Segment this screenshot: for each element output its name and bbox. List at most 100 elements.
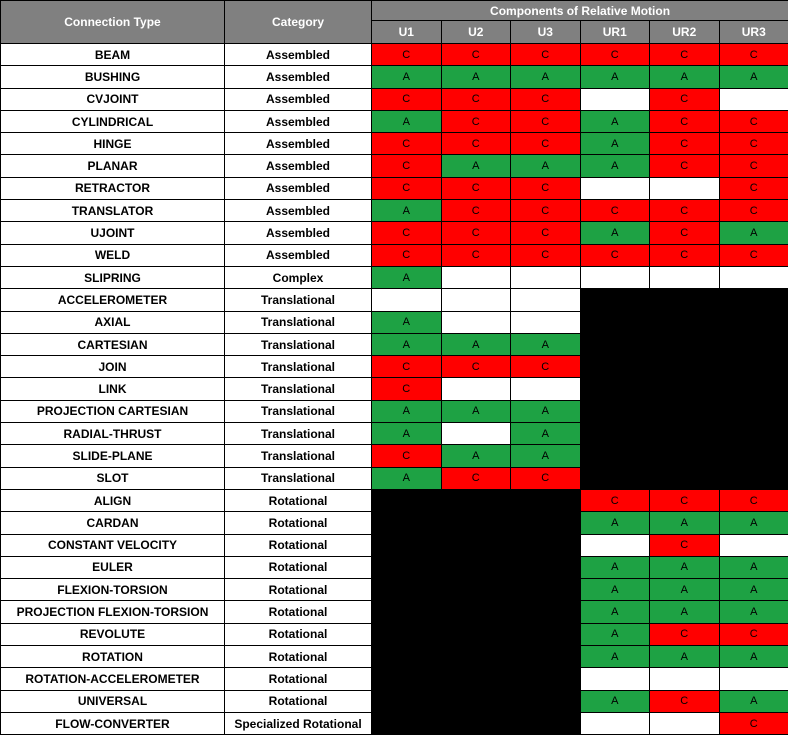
motion-not-applicable-cell xyxy=(371,622,442,647)
category-cell: Rotational xyxy=(224,555,372,580)
motion-constrained-cell: C xyxy=(649,132,720,156)
motion-allowed-cell: A xyxy=(649,578,720,602)
motion-not-applicable-cell xyxy=(718,466,788,490)
category-cell: Rotational xyxy=(224,511,372,535)
motion-allowed-cell: A xyxy=(579,600,650,624)
motion-blank-cell xyxy=(718,667,788,691)
motion-allowed-cell: A xyxy=(718,65,788,89)
connection-type-cell: UJOINT xyxy=(0,221,225,245)
table-row: CVJOINT Assembled C C C C xyxy=(0,87,788,111)
connection-type-cell: TRANSLATOR xyxy=(0,199,225,223)
motion-not-applicable-cell xyxy=(510,689,581,713)
motion-allowed-cell: A xyxy=(371,199,442,223)
category-cell: Assembled xyxy=(224,176,372,201)
motion-allowed-cell: A xyxy=(510,154,581,178)
motion-not-applicable-cell xyxy=(649,355,720,379)
motion-constrained-cell: C xyxy=(440,42,511,67)
motion-constrained-cell: C xyxy=(649,243,720,267)
motion-blank-cell xyxy=(510,288,581,312)
motion-not-applicable-cell xyxy=(510,645,581,669)
table-row: UJOINT Assembled C C C A C A xyxy=(0,221,788,245)
category-cell: Translational xyxy=(224,422,372,446)
motion-blank-cell xyxy=(649,711,720,736)
table-row: LINK Translational C xyxy=(0,377,788,401)
motion-constrained-cell: C xyxy=(649,622,720,647)
connection-type-cell: WELD xyxy=(0,243,225,267)
table-row: SLIDE-PLANE Translational C A A xyxy=(0,444,788,468)
motion-not-applicable-cell xyxy=(371,667,442,691)
motion-blank-cell xyxy=(649,667,720,691)
motion-constrained-cell: C xyxy=(440,176,511,201)
motion-header-u3: U3 xyxy=(510,20,581,44)
motion-not-applicable-cell xyxy=(718,377,788,401)
table-row: ALIGN Rotational C C C xyxy=(0,488,788,513)
connection-type-cell: ACCELEROMETER xyxy=(0,288,225,312)
motion-blank-cell xyxy=(371,288,442,312)
motion-constrained-cell: C xyxy=(440,199,511,223)
motion-allowed-cell: A xyxy=(510,422,581,446)
motion-blank-cell xyxy=(718,533,788,557)
motion-blank-cell xyxy=(579,265,650,290)
motion-constrained-cell: C xyxy=(440,87,511,111)
motion-constrained-cell: C xyxy=(718,711,788,736)
connection-type-header: Connection Type xyxy=(0,0,225,44)
motion-constrained-cell: C xyxy=(371,355,442,379)
motion-not-applicable-cell xyxy=(579,377,650,401)
category-cell: Translational xyxy=(224,355,372,379)
motion-not-applicable-cell xyxy=(579,332,650,357)
motion-constrained-cell: C xyxy=(440,243,511,267)
table-row: EULER Rotational A A A xyxy=(0,555,788,580)
motion-blank-cell xyxy=(649,265,720,290)
motion-not-applicable-cell xyxy=(440,533,511,557)
motion-not-applicable-cell xyxy=(579,444,650,468)
motion-blank-cell xyxy=(440,288,511,312)
motion-allowed-cell: A xyxy=(440,444,511,468)
category-cell: Assembled xyxy=(224,109,372,134)
motion-not-applicable-cell xyxy=(371,511,442,535)
motion-constrained-cell: C xyxy=(718,199,788,223)
category-cell: Rotational xyxy=(224,600,372,624)
motion-not-applicable-cell xyxy=(649,422,720,446)
connection-type-cell: HINGE xyxy=(0,132,225,156)
motion-blank-cell xyxy=(579,87,650,111)
table-row: PLANAR Assembled C A A A C C xyxy=(0,154,788,178)
motion-allowed-cell: A xyxy=(649,511,720,535)
category-cell: Translational xyxy=(224,288,372,312)
motion-constrained-cell: C xyxy=(718,154,788,178)
motion-allowed-cell: A xyxy=(718,221,788,245)
motion-header-u2: U2 xyxy=(440,20,511,44)
category-cell: Assembled xyxy=(224,42,372,67)
motion-not-applicable-cell xyxy=(440,667,511,691)
motion-constrained-cell: C xyxy=(579,199,650,223)
motion-not-applicable-cell xyxy=(510,533,581,557)
motion-constrained-cell: C xyxy=(579,42,650,67)
category-cell: Assembled xyxy=(224,132,372,156)
motion-constrained-cell: C xyxy=(510,221,581,245)
motion-not-applicable-cell xyxy=(718,332,788,357)
motion-not-applicable-cell xyxy=(718,310,788,334)
motion-allowed-cell: A xyxy=(371,422,442,446)
motion-blank-cell xyxy=(579,667,650,691)
motion-constrained-cell: C xyxy=(649,109,720,134)
motion-constrained-cell: C xyxy=(649,533,720,557)
table-row: WELD Assembled C C C C C C xyxy=(0,243,788,267)
motion-constrained-cell: C xyxy=(371,243,442,267)
table-row: RETRACTOR Assembled C C C C xyxy=(0,176,788,201)
motion-blank-cell xyxy=(440,422,511,446)
motion-allowed-cell: A xyxy=(579,154,650,178)
motion-constrained-cell: C xyxy=(718,132,788,156)
motion-blank-cell xyxy=(718,87,788,111)
motion-constrained-cell: C xyxy=(371,221,442,245)
table-row: HINGE Assembled C C C A C C xyxy=(0,132,788,156)
connection-type-cell: REVOLUTE xyxy=(0,622,225,647)
category-cell: Assembled xyxy=(224,243,372,267)
table-row: RADIAL-THRUST Translational A A xyxy=(0,422,788,446)
motion-allowed-cell: A xyxy=(718,600,788,624)
motion-not-applicable-cell xyxy=(718,355,788,379)
motion-not-applicable-cell xyxy=(371,689,442,713)
category-cell: Rotational xyxy=(224,622,372,647)
motion-not-applicable-cell xyxy=(510,511,581,535)
motion-blank-cell xyxy=(649,176,720,201)
motion-not-applicable-cell xyxy=(649,310,720,334)
